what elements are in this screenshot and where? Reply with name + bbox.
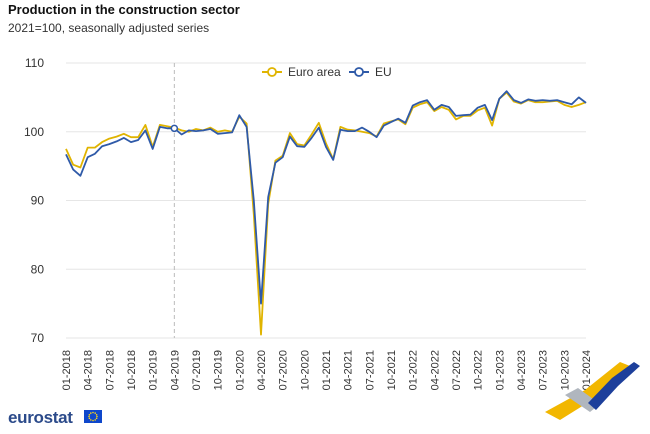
x-tick-label: 10-2022 <box>473 350 485 390</box>
x-tick-label: 01-2020 <box>234 350 246 390</box>
x-tick-label: 10-2020 <box>299 350 311 390</box>
x-tick-label: 01-2024 <box>581 350 593 390</box>
x-tick-label: 04-2019 <box>169 350 181 390</box>
x-tick-label: 01-2018 <box>61 350 73 390</box>
x-tick-label: 07-2020 <box>278 350 290 390</box>
legend-item-euro-area[interactable]: Euro area <box>262 65 341 79</box>
chart-subtitle: 2021=100, seasonally adjusted series <box>8 21 210 35</box>
eu-flag-icon <box>84 410 102 423</box>
eurostat-decoration <box>545 362 640 420</box>
series-line-eu[interactable] <box>65 90 587 305</box>
series-lines <box>65 90 587 336</box>
legend-marker <box>354 67 364 77</box>
x-tick-label: 04-2018 <box>83 350 95 390</box>
x-tick-label: 01-2022 <box>408 350 420 390</box>
x-tick-label: 07-2022 <box>451 350 463 390</box>
y-tick-label: 90 <box>31 194 45 208</box>
y-tick-label: 80 <box>31 262 45 276</box>
legend-item-eu[interactable]: EU <box>349 65 392 79</box>
y-tick-label: 110 <box>25 56 44 70</box>
x-tick-label: 04-2020 <box>256 350 268 390</box>
highlight-point[interactable] <box>170 124 179 133</box>
x-tick-label: 04-2021 <box>343 350 355 390</box>
x-tick-label: 07-2021 <box>364 350 376 390</box>
y-tick-label: 70 <box>31 331 45 345</box>
x-tick-label: 07-2019 <box>191 350 203 390</box>
x-tick-label: 04-2022 <box>429 350 441 390</box>
y-axis-ticks: 70 80 90 100 110 <box>24 56 44 345</box>
gridlines <box>66 62 586 339</box>
x-tick-label: 01-2019 <box>148 350 160 390</box>
x-tick-label: 10-2021 <box>386 350 398 390</box>
x-tick-label: 07-2018 <box>104 350 116 390</box>
x-tick-label: 01-2021 <box>321 350 333 390</box>
legend-marker <box>267 67 277 77</box>
x-tick-label: 10-2018 <box>126 350 138 390</box>
x-tick-label: 01-2023 <box>494 350 506 390</box>
deco-blue-stripe <box>588 362 640 410</box>
legend-label: Euro area <box>288 65 341 79</box>
x-tick-label: 07-2023 <box>538 350 550 390</box>
eurostat-logo: eurostat <box>8 408 73 427</box>
x-tick-label: 04-2023 <box>516 350 528 390</box>
deco-yellow-stripe <box>545 362 630 420</box>
series-line-euro-area[interactable] <box>65 91 587 336</box>
legend[interactable]: Euro area EU <box>262 65 392 79</box>
x-tick-label: 10-2019 <box>213 350 225 390</box>
legend-label: EU <box>375 65 392 79</box>
chart-title: Production in the construction sector <box>8 2 240 17</box>
x-tick-label: 10-2023 <box>559 350 571 390</box>
deco-grey-stripe <box>565 388 600 412</box>
y-tick-label: 100 <box>24 125 44 139</box>
x-axis-ticks: 01-2018 04-2018 07-2018 10-2018 01-2019 04-20… <box>61 350 593 390</box>
